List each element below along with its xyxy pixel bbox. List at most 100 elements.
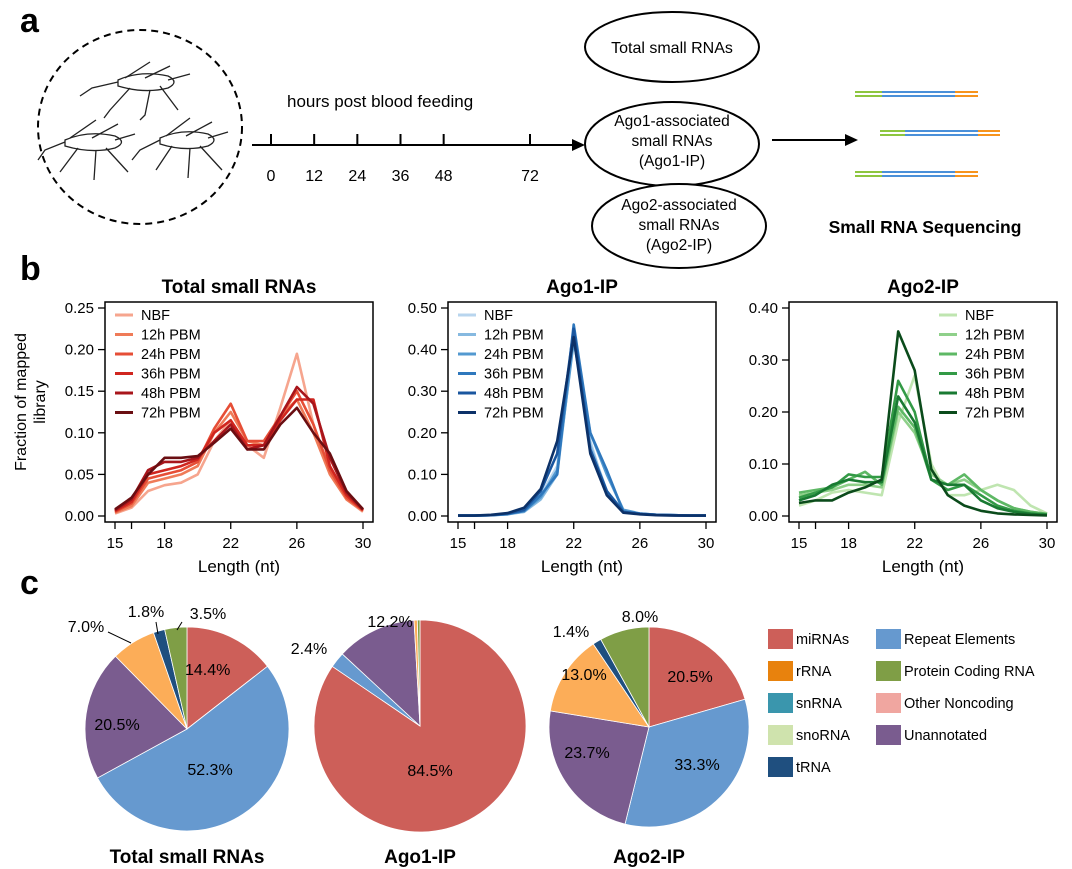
sample-box-ago2-line1: Ago2-associated	[621, 197, 736, 214]
timeline-tick-label: 24	[348, 168, 366, 185]
legend-swatch-repeat	[876, 629, 901, 649]
sample-box-ago2: Ago2-associated small RNAs (Ago2-IP)	[591, 183, 767, 269]
legend-label-trna: tRNA	[796, 760, 831, 776]
y-tick-label: 0.00	[65, 508, 94, 525]
x-tick-label: 15	[791, 535, 808, 552]
sequencing-arrow	[772, 134, 858, 146]
pie-slice-label: 20.5%	[94, 717, 139, 734]
pie-slice-repeat	[624, 698, 750, 828]
pie-slice-repeat	[96, 665, 290, 832]
pie-chart-ago1: 84.5% 2.4% 12.2% Ago1-IP	[291, 614, 527, 868]
y-tick-label: 0.25	[65, 300, 94, 317]
pie-title: Ago1-IP	[384, 847, 456, 868]
series-line-24h-pbm	[114, 389, 364, 513]
x-tick-label: 26	[289, 535, 306, 552]
series-line-48h-pbm	[798, 395, 1048, 517]
x-tick-label: 22	[565, 535, 582, 552]
x-tick-label: 30	[1039, 535, 1056, 552]
legend-label: 24h PBM	[141, 347, 201, 363]
legend-label: 72h PBM	[484, 406, 544, 422]
y-axis-label: library	[32, 380, 49, 424]
legend-label-snorna: snoRNA	[796, 728, 850, 744]
pie-slice-label: 84.5%	[407, 763, 452, 780]
x-tick-label: 18	[840, 535, 857, 552]
chart-title: Total small RNAs	[162, 277, 317, 298]
chart-title: Ago1-IP	[546, 277, 618, 298]
timeline-tick-label: 72	[521, 168, 539, 185]
sample-box-ago1-line1: Ago1-associated	[614, 113, 729, 130]
legend-swatch-snorna	[768, 725, 793, 745]
timeline-tick-label: 12	[305, 168, 323, 185]
pie-slice-label: 1.8%	[128, 604, 164, 621]
series-line-12h-pbm	[458, 335, 706, 517]
timeline-tick-label: 48	[435, 168, 453, 185]
pie-slice-mirna	[648, 626, 746, 728]
pie-slice-label: 14.4%	[185, 662, 230, 679]
legend-label: 48h PBM	[141, 386, 201, 402]
sample-box-ago1-line3: (Ago1-IP)	[639, 153, 705, 170]
legend-swatch-trna	[768, 757, 793, 777]
legend-label: 12h PBM	[484, 328, 544, 344]
x-tick-label: 15	[450, 535, 467, 552]
legend-swatch-protein_coding	[876, 661, 901, 681]
legend-swatch-rrna	[768, 661, 793, 681]
x-axis-label: Length (nt)	[198, 557, 280, 576]
pie-slice-label: 12.2%	[367, 614, 412, 631]
x-axis-label: Length (nt)	[541, 557, 623, 576]
pie-slice-unannotated	[84, 655, 188, 779]
x-tick-label: 15	[107, 535, 124, 552]
legend-label: 72h PBM	[965, 406, 1025, 422]
pie-slice-label: 23.7%	[564, 745, 609, 762]
y-tick-label: 0.10	[65, 425, 94, 442]
legend-label-protein_coding: Protein Coding RNA	[904, 664, 1035, 680]
x-tick-label: 22	[222, 535, 239, 552]
sample-box-ago1: Ago1-associated small RNAs (Ago1-IP)	[584, 101, 760, 187]
read-2	[880, 130, 1000, 136]
legend-label: 48h PBM	[484, 386, 544, 402]
sample-box-total: Total small RNAs	[584, 11, 760, 83]
legend-label: NBF	[965, 308, 994, 324]
legend-swatch-mirna	[768, 629, 793, 649]
pie-slice-other	[549, 643, 650, 728]
pie-title: Total small RNAs	[110, 847, 265, 868]
series-line-72h-pbm	[114, 406, 364, 511]
line-charts: Total small RNAs 15 18 22 26 30 Length (nt) 0.0…	[13, 277, 1058, 576]
pie-leader-line	[155, 621, 159, 635]
chart-frame	[447, 301, 717, 523]
pie-slice-label: 3.5%	[190, 606, 226, 623]
legend-label: 24h PBM	[965, 347, 1025, 363]
series-line-72h-pbm	[798, 330, 1048, 517]
timeline-tick-label: 0	[267, 168, 276, 185]
mosquito-circle	[37, 29, 243, 225]
x-tick-label: 22	[906, 535, 923, 552]
pie-chart-total: 14.4% 52.3% 20.5% 7.0% 1.8% 3.5% Total small R…	[68, 604, 290, 868]
pie-charts: 14.4% 52.3% 20.5% 7.0% 1.8% 3.5% Total small R…	[68, 604, 750, 868]
y-tick-label: 0.20	[65, 342, 94, 359]
pie-title: Ago2-IP	[613, 847, 685, 868]
x-tick-label: 18	[156, 535, 173, 552]
pie-leader-line	[176, 621, 183, 631]
pie-slice-label: 8.0%	[622, 609, 658, 626]
pie-slice-label: 52.3%	[187, 762, 232, 779]
mosquito-icon	[37, 119, 136, 181]
legend-label-other_noncoding: Other Noncoding	[904, 696, 1014, 712]
x-tick-label: 18	[499, 535, 516, 552]
y-tick-label: 0.00	[408, 508, 437, 525]
y-tick-label: 0.30	[408, 383, 437, 400]
legend-label-unannotated: Unannotated	[904, 728, 987, 744]
legend-label: 72h PBM	[141, 406, 201, 422]
pie-slice-label: 1.4%	[553, 624, 589, 641]
legend-label-snrna: snRNA	[796, 696, 842, 712]
sequencing-reads	[855, 91, 1000, 177]
legend-label: 24h PBM	[484, 347, 544, 363]
read-3	[855, 171, 978, 177]
legend-label: NBF	[141, 308, 170, 324]
legend-swatch-snrna	[768, 693, 793, 713]
legend-label: 36h PBM	[141, 367, 201, 383]
line-chart-ago2: Ago2-IP 15 18 22 26 30 Length (nt) 0.00 0.10 0.20…	[749, 277, 1058, 576]
y-tick-label: 0.00	[749, 508, 778, 525]
y-tick-label: 0.50	[408, 300, 437, 317]
legend-swatch-unannotated	[876, 725, 901, 745]
timeline-label: hours post blood feeding	[287, 92, 473, 111]
